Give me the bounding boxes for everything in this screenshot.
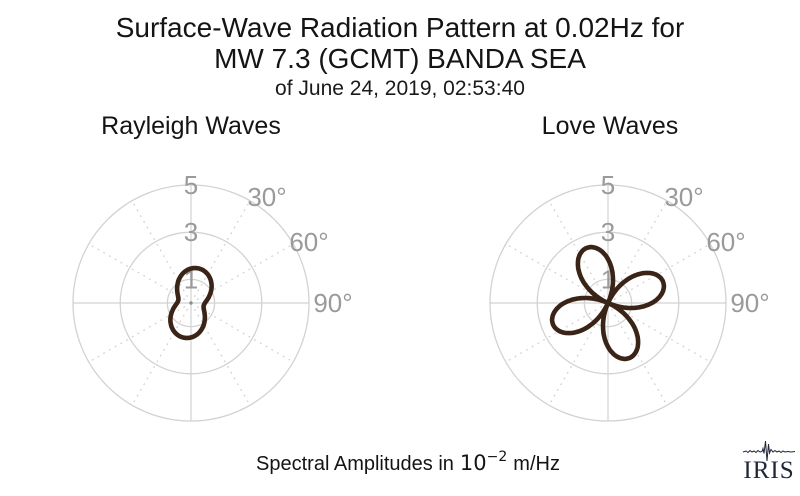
radial-tick-label: 3: [601, 217, 615, 247]
polar-grid-spoke: [613, 243, 711, 301]
rayleigh-plot-title: Rayleigh Waves: [101, 112, 281, 140]
angle-tick-label: 30°: [664, 182, 703, 212]
figure-title-line3: of June 24, 2019, 02:53:40: [275, 77, 525, 100]
polar-grid-spoke: [505, 243, 603, 301]
caption-math-exponent: −2: [486, 449, 508, 465]
polar-grid-spoke: [196, 305, 294, 363]
polar-grid-spoke: [610, 308, 668, 406]
polar-grid-spoke: [131, 308, 189, 406]
radiation-pattern-curve: [549, 244, 667, 362]
radial-tick-label: 3: [184, 217, 198, 247]
polar-grid-spoke: [548, 200, 606, 298]
angle-tick-label: 90°: [313, 288, 352, 318]
caption-prefix: Spectral Amplitudes in: [256, 453, 454, 475]
polar-grid-spoke: [610, 200, 668, 298]
caption-math: 10−2: [459, 449, 508, 475]
caption-suffix: m/Hz: [513, 453, 560, 475]
polar-grid-spoke: [131, 200, 189, 298]
polar-grid-spoke: [196, 243, 294, 301]
figure-title-line2: MW 7.3 (GCMT) BANDA SEA: [214, 43, 586, 74]
polar-grid-spoke: [88, 305, 186, 363]
polar-grid-spoke: [193, 308, 251, 406]
angle-tick-label: 90°: [730, 288, 769, 318]
polar-grid-spoke: [613, 305, 711, 363]
love-polar-plot: 135 30°60°90°: [489, 170, 770, 422]
polar-grid-spoke: [505, 305, 603, 363]
figure-title-line1: Surface-Wave Radiation Pattern at 0.02Hz…: [115, 12, 685, 43]
iris-logo-text: IRIS: [743, 457, 795, 484]
polar-grid-spoke: [193, 200, 251, 298]
angle-tick-label: 60°: [706, 227, 745, 257]
polar-grid-spoke: [88, 243, 186, 301]
love-plot-title: Love Waves: [541, 112, 679, 140]
polar-center-dot: [189, 301, 193, 305]
seismogram-trace: [742, 440, 796, 462]
figure-caption: Spectral Amplitudes in 10−2 m/Hz: [8, 449, 800, 476]
polar-grid-spoke: [548, 308, 606, 406]
radial-tick-label: 5: [184, 170, 198, 200]
iris-logo: IRIS: [741, 438, 797, 484]
seismogram-icon: [742, 440, 796, 462]
angle-tick-label: 60°: [289, 227, 328, 257]
figure-header: Surface-Wave Radiation Pattern at 0.02Hz…: [0, 12, 800, 101]
radiation-pattern-curve: [168, 265, 214, 341]
angle-tick-label: 30°: [247, 182, 286, 212]
rayleigh-polar-plot: 135 30°60°90°: [72, 170, 353, 422]
caption-math-base: 10: [459, 451, 487, 475]
radial-tick-label: 5: [601, 170, 615, 200]
